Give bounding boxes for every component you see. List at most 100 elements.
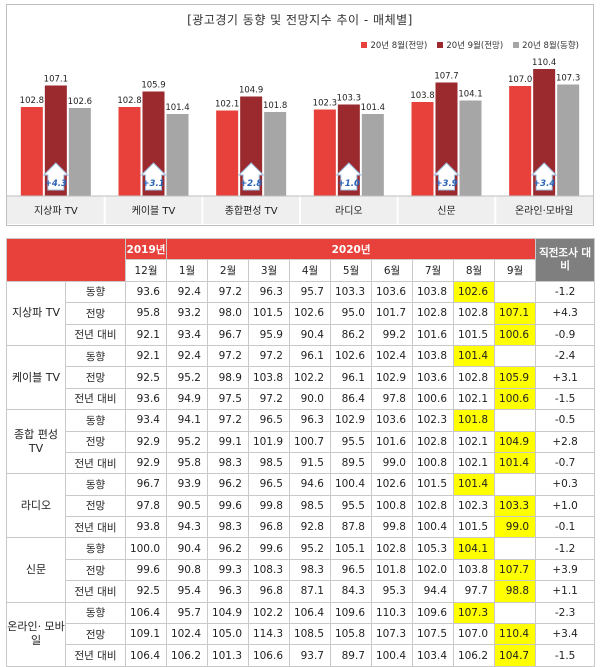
value-cell: 102.6	[289, 302, 331, 325]
bar-value-label: 103.3	[337, 94, 361, 104]
value-cell: 99.8	[248, 494, 290, 518]
value-cell: 93.7	[289, 644, 331, 667]
value-cell: 101.5	[248, 302, 290, 325]
value-cell: 95.0	[330, 302, 372, 325]
value-cell: 110.3	[371, 601, 413, 625]
diff-cell: -2.4	[535, 344, 596, 368]
bar-3	[459, 100, 482, 196]
value-cell: 97.8	[371, 387, 413, 411]
value-cell: 102.2	[289, 366, 331, 389]
value-cell: 87.8	[330, 516, 372, 539]
change-arrow-icon	[335, 162, 363, 191]
bar-3	[166, 114, 189, 196]
value-cell: 90.4	[289, 323, 331, 346]
bar-value-label: 101.4	[361, 103, 385, 113]
value-cell: 99.6	[207, 494, 249, 518]
value-cell: 99.2	[371, 323, 413, 346]
value-cell: 100.4	[412, 516, 454, 539]
value-cell: 86.2	[330, 323, 372, 346]
diff-cell: +3.4	[535, 623, 596, 646]
value-cell: 97.5	[207, 387, 249, 411]
header-month: 6월	[371, 259, 413, 282]
header-row-years: 2019년 2020년 직전조사 대비	[6, 237, 596, 282]
table-row: 전망 109.1 102.4 105.0 114.3 108.5 105.8 107.3 107…	[7, 623, 596, 646]
table-row: 전망 99.6 90.8 99.3 108.3 98.3 96.5 101.8 102.0 103…	[7, 558, 596, 582]
value-cell: 98.5	[289, 494, 331, 518]
legend-label: 20년 8월(동향)	[522, 41, 579, 51]
table-row: 전년 대비 93.6 94.9 97.5 97.2 90.0 86.4 97.8 100.6 10…	[7, 387, 596, 411]
row-label: 전망	[65, 430, 126, 453]
table-row: 전망 92.5 95.2 98.9 103.8 102.2 96.1 102.9 103.6 10…	[7, 366, 596, 389]
media-category: 라디오	[6, 473, 66, 539]
header-last-col: 직전조사 대비	[535, 238, 596, 282]
value-cell: 107.5	[412, 623, 454, 646]
value-cell: 93.4	[166, 323, 208, 346]
value-cell: 93.4	[125, 409, 167, 432]
value-cell: 97.7	[453, 580, 495, 603]
legend: 20년 8월(전망) 20년 9월(전망) 20년 8월(동향)	[361, 39, 579, 51]
value-cell: 94.3	[166, 516, 208, 539]
value-cell: 104.9	[493, 430, 537, 453]
value-cell: 109.1	[125, 623, 167, 646]
value-cell: 92.5	[125, 366, 167, 389]
value-cell: 103.8	[453, 558, 495, 582]
value-cell: 114.3	[248, 623, 290, 646]
value-cell: 100.7	[289, 430, 331, 453]
bar-value-label: 104.9	[239, 86, 263, 96]
value-cell: 90.0	[289, 387, 331, 411]
table-row: 전년 대비 106.4 106.2 101.3 106.6 93.7 89.7 100.4 10…	[7, 644, 596, 667]
header-month: 7월	[412, 259, 454, 282]
media-category: 종합 편성 TV	[6, 409, 66, 475]
bar-value-label: 105.9	[141, 81, 165, 91]
table-row: 전년 대비 93.8 94.3 98.3 96.8 92.8 87.8 99.8 100.4 10…	[7, 516, 596, 539]
row-label: 전망	[65, 623, 126, 646]
value-cell: 101.6	[412, 323, 454, 346]
value-cell	[493, 601, 537, 625]
row-label: 동향	[65, 280, 126, 304]
change-label: +4.3	[45, 179, 67, 189]
category-label: 종합편성 TV	[225, 205, 278, 217]
legend-item: 20년 9월(전망)	[437, 39, 503, 51]
legend-item: 20년 8월(동향)	[513, 39, 579, 51]
value-cell: 101.5	[453, 323, 495, 346]
diff-cell: -1.5	[535, 644, 596, 667]
value-cell: 96.1	[330, 366, 372, 389]
value-cell: 99.1	[207, 430, 249, 453]
value-cell: 101.6	[371, 430, 413, 453]
bar-value-label: 102.3	[313, 99, 337, 109]
value-cell: 107.3	[453, 601, 495, 625]
bar-value-label: 102.1	[215, 100, 239, 110]
row-label: 전망	[65, 494, 126, 518]
category-label: 온라인·모바일	[515, 205, 573, 217]
table-row: 라디오 동향 96.7 93.9 96.2 96.5 94.6 100.4 102.6 101.5…	[6, 473, 596, 539]
header-month: 5월	[330, 259, 372, 282]
value-cell: 98.3	[207, 451, 249, 475]
change-arrow-icon	[42, 162, 70, 191]
value-cell: 92.9	[125, 451, 167, 475]
diff-cell: -1.5	[535, 387, 596, 411]
table-row: 지상파 TV 동향 93.6 92.4 97.2 96.3 95.7 103.3 103.6 10…	[6, 280, 596, 346]
value-cell: 99.8	[371, 516, 413, 539]
value-cell: 96.5	[248, 409, 290, 432]
value-cell: 93.6	[125, 280, 167, 304]
value-cell: 103.8	[412, 280, 454, 304]
value-cell: 93.2	[166, 302, 208, 325]
value-cell: 96.3	[248, 280, 290, 304]
table-row: 전년 대비 92.1 93.4 96.7 95.9 90.4 86.2 99.2 101.6 10…	[7, 323, 596, 346]
value-cell: 100.8	[412, 451, 454, 475]
value-cell: 103.8	[412, 344, 454, 368]
change-label: +1.0	[338, 179, 360, 189]
value-cell: 89.5	[330, 451, 372, 475]
value-cell: 102.2	[248, 601, 290, 625]
value-cell: 98.3	[207, 516, 249, 539]
row-label: 전망	[65, 302, 126, 325]
value-cell: 96.5	[248, 473, 290, 496]
row-label: 전년 대비	[65, 644, 126, 667]
value-cell	[493, 280, 537, 304]
value-cell: 93.8	[125, 516, 167, 539]
header-month: 2월	[207, 259, 249, 282]
diff-cell: +2.8	[535, 430, 596, 453]
table-row: 전망 95.8 93.2 98.0 101.5 102.6 95.0 101.7 102.8 10…	[7, 302, 596, 325]
row-label: 전년 대비	[65, 323, 126, 346]
media-category: 지상파 TV	[6, 280, 66, 346]
